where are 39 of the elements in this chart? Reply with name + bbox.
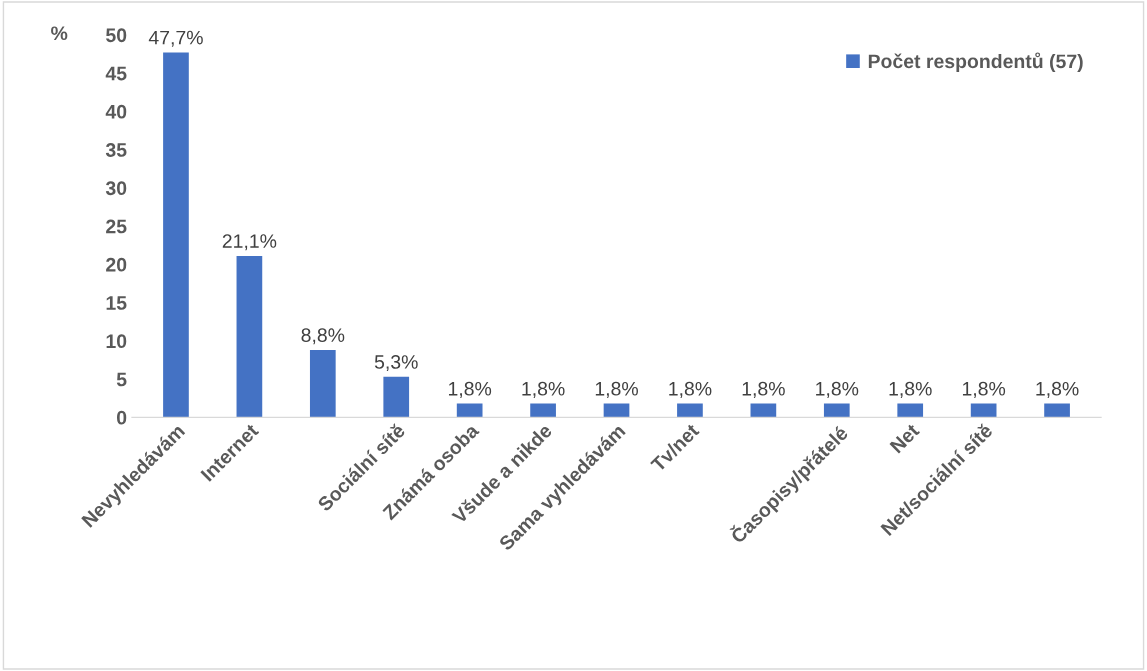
- bar: [1044, 403, 1070, 418]
- y-tick-label: 25: [106, 219, 127, 234]
- data-label: 1,8%: [1036, 381, 1079, 398]
- data-label: 5,3%: [374, 355, 418, 372]
- data-label: 1,8%: [889, 381, 932, 398]
- y-tick-label: 50: [106, 28, 127, 43]
- y-tick-label: 30: [105, 181, 127, 196]
- y-tick-label: 10: [106, 334, 127, 349]
- bar: [677, 403, 703, 418]
- y-tick-label: 0: [117, 410, 127, 425]
- y-tick-label: 20: [106, 257, 127, 272]
- data-label: 21,1%: [222, 234, 277, 251]
- y-tick-label: 35: [105, 143, 127, 157]
- data-label: 1,8%: [742, 381, 785, 398]
- y-tick-label: 15: [106, 296, 127, 310]
- data-label: 1,8%: [816, 381, 859, 398]
- bar: [897, 403, 924, 418]
- data-label: 1,8%: [522, 381, 565, 398]
- bar: [456, 403, 483, 418]
- y-axis-title: %: [51, 26, 68, 41]
- bar: [309, 350, 336, 418]
- bar: [750, 403, 777, 418]
- bar: [970, 403, 997, 418]
- data-label: 1,8%: [448, 381, 492, 398]
- bar: [163, 52, 189, 418]
- data-label: 47,7%: [148, 30, 203, 47]
- bar: [530, 403, 556, 418]
- y-tick-label: 45: [105, 66, 127, 81]
- data-label: 1,8%: [669, 381, 712, 398]
- bar: [603, 403, 630, 418]
- legend-label: Počet respondentů (57): [868, 52, 1083, 73]
- y-tick-label: 40: [105, 104, 127, 119]
- bar: [823, 403, 850, 418]
- y-tick-label: 5: [116, 372, 127, 387]
- bar: [383, 376, 410, 418]
- bar: [236, 255, 263, 418]
- data-label: 1,8%: [595, 381, 638, 398]
- data-label: 1,8%: [962, 381, 1006, 398]
- data-label: 8,8%: [301, 328, 345, 345]
